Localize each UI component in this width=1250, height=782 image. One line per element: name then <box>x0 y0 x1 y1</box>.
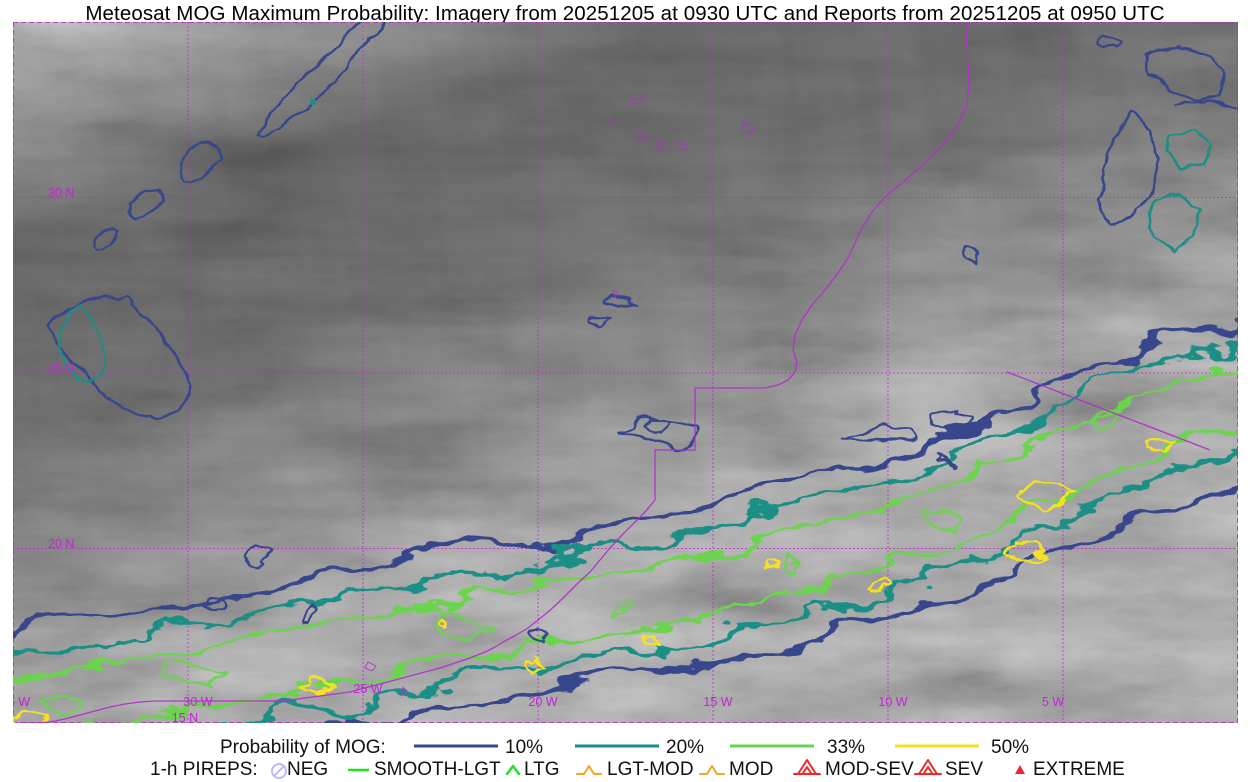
svg-text:10 W: 10 W <box>878 695 907 709</box>
svg-text:20 W: 20 W <box>528 695 557 709</box>
svg-text:25 W: 25 W <box>353 682 382 696</box>
svg-text:15 W: 15 W <box>703 695 732 709</box>
svg-text:30 N: 30 N <box>48 186 74 200</box>
svg-text:15 N: 15 N <box>172 711 198 723</box>
svg-text:30 W: 30 W <box>183 695 212 709</box>
svg-text:20 N: 20 N <box>48 537 74 551</box>
svg-text:35 W: 35 W <box>13 695 30 709</box>
svg-text:5 W: 5 W <box>1042 695 1064 709</box>
svg-text:25 N: 25 N <box>48 362 74 376</box>
